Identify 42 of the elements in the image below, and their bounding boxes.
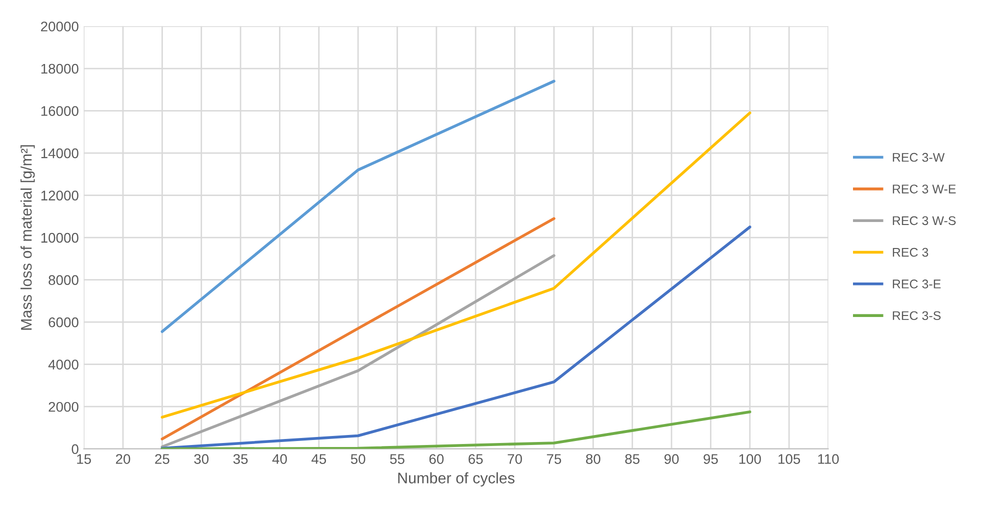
x-tick-label: 20	[116, 454, 130, 464]
x-tick-label: 25	[155, 454, 170, 464]
x-tick-label: 110	[818, 454, 839, 464]
x-tick-label: 100	[739, 454, 761, 464]
y-tick-label: 6000	[48, 317, 78, 328]
legend-label: REC 3 W-S	[892, 216, 956, 226]
x-tick-label: 30	[194, 454, 209, 464]
x-tick-label: 85	[625, 454, 640, 464]
x-tick-label: 55	[390, 454, 404, 464]
y-tick-label: 14000	[41, 148, 78, 158]
x-tick-label: 95	[704, 454, 718, 464]
x-tick-label: 105	[778, 454, 800, 464]
x-tick-label: 90	[664, 454, 679, 464]
legend-label: REC 3-W	[892, 152, 945, 162]
x-tick-label: 65	[468, 454, 483, 464]
y-tick-label: 8000	[48, 275, 78, 285]
line-series	[160, 112, 752, 419]
y-tick-label: 18000	[41, 64, 78, 74]
x-axis-title: Number of cycles	[398, 472, 514, 486]
x-tick-label: 50	[350, 454, 366, 464]
y-tick-label: 10000	[41, 232, 78, 243]
x-tick-label: 15	[77, 454, 91, 464]
x-tick-label: 70	[508, 454, 522, 464]
y-axis-title: Mass loss of material [g/m²]	[20, 145, 35, 330]
x-tick-label: 40	[272, 454, 287, 464]
x-tick-label: 45	[311, 454, 326, 464]
legend-label: REC 3 W-E	[892, 184, 956, 194]
y-tick-label: 4000	[48, 360, 78, 370]
y-tick-label: 20000	[41, 22, 78, 32]
line-series	[160, 410, 752, 449]
y-tick-label: 16000	[41, 106, 78, 116]
y-tick-label: 2000	[48, 402, 78, 412]
x-tick-label: 75	[546, 454, 562, 464]
x-tick-label: 80	[586, 454, 600, 464]
legend-label: REC 3	[892, 248, 928, 257]
line-series	[160, 226, 752, 449]
y-tick-label: 0	[72, 444, 78, 454]
x-tick-label: 35	[233, 454, 248, 464]
legend-label: REC 3-E	[892, 280, 941, 288]
legend-label: REC 3-S	[892, 311, 941, 320]
x-tick-label: 60	[429, 454, 444, 464]
y-tick-label: 12000	[41, 190, 78, 200]
